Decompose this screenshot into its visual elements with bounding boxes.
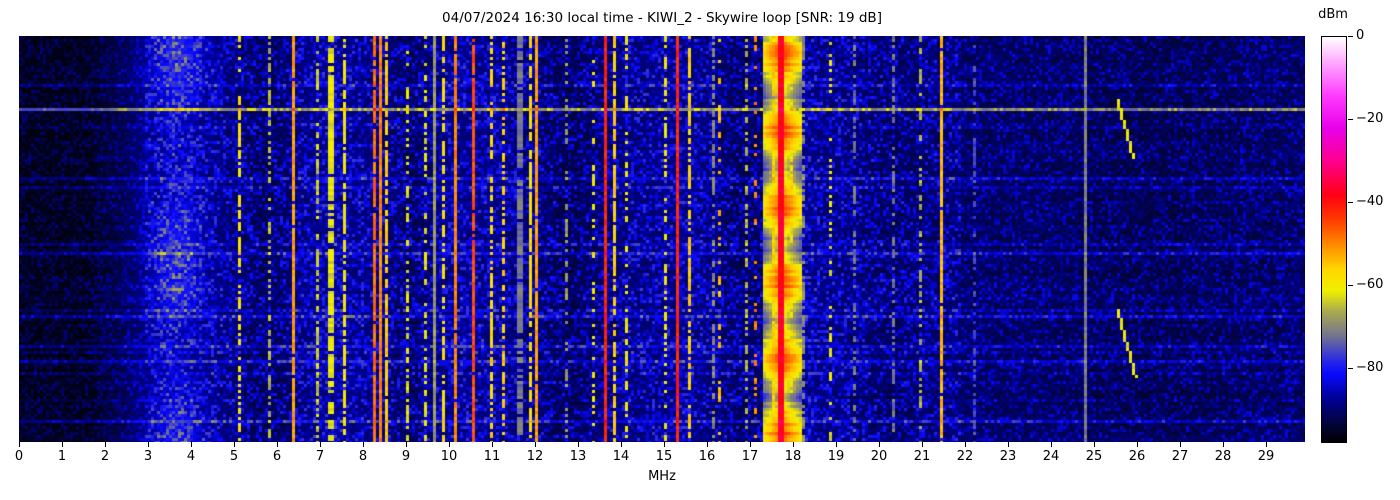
x-tick-mark (879, 442, 880, 447)
x-axis: 0 1 2 3 4 5 6 7 8 9 10 11 12 13 14 15 16 17 18 19 20 21 22 23 24… (15, 442, 1305, 472)
x-tick-label: 17 (741, 449, 759, 464)
x-tick-label: 14 (612, 449, 630, 464)
x-tick-label: 26 (1128, 449, 1146, 464)
colorbar-ticks: 0 −20 −40 −60 −80 (1347, 28, 1397, 441)
x-tick-mark (578, 442, 579, 447)
colorbar-tick-mark (1348, 284, 1353, 286)
x-tick-mark (363, 442, 364, 447)
x-tick-label: 21 (913, 449, 931, 464)
x-tick-label: 8 (358, 449, 368, 464)
x-tick-mark (62, 442, 63, 447)
colorbar-tick-mark (1348, 201, 1353, 203)
x-tick-mark (750, 442, 751, 447)
x-tick-label: 1 (57, 449, 67, 464)
x-tick-mark (965, 442, 966, 447)
colorbar-tick-label: −20 (1356, 110, 1384, 126)
x-tick-label: 10 (440, 449, 458, 464)
x-tick-mark (320, 442, 321, 447)
x-tick-mark (793, 442, 794, 447)
x-tick-mark (234, 442, 235, 447)
x-tick-label: 20 (870, 449, 888, 464)
x-tick-mark (1180, 442, 1181, 447)
colorbar-unit-label: dBm (1318, 7, 1348, 22)
x-tick-label: 2 (100, 449, 110, 464)
x-tick-mark (707, 442, 708, 447)
x-tick-mark (191, 442, 192, 447)
x-tick-mark (1051, 442, 1052, 447)
x-tick-mark (105, 442, 106, 447)
x-tick-mark (922, 442, 923, 447)
colorbar-tick-label: −80 (1356, 359, 1384, 375)
x-tick-mark (277, 442, 278, 447)
x-tick-mark (621, 442, 622, 447)
x-tick-label: 13 (569, 449, 587, 464)
waterfall-canvas (19, 36, 1305, 442)
chart-title: 04/07/2024 16:30 local time - KIWI_2 - S… (442, 10, 882, 26)
x-tick-label: 12 (526, 449, 544, 464)
colorbar-tick-label: −40 (1356, 193, 1384, 209)
x-tick-label: 19 (827, 449, 845, 464)
x-tick-label: 6 (272, 449, 282, 464)
colorbar-tick-mark (1348, 367, 1353, 369)
x-tick-mark (148, 442, 149, 447)
x-tick-mark (1008, 442, 1009, 447)
x-tick-mark (836, 442, 837, 447)
colorbar-tick-label: −60 (1356, 276, 1384, 292)
x-tick-mark (1137, 442, 1138, 447)
x-tick-mark (1266, 442, 1267, 447)
x-tick-mark (664, 442, 665, 447)
colorbar (1321, 36, 1347, 443)
x-tick-label: 27 (1171, 449, 1189, 464)
colorbar-tick-mark (1348, 118, 1353, 120)
x-tick-label: 25 (1085, 449, 1103, 464)
x-tick-label: 4 (186, 449, 196, 464)
x-tick-mark (406, 442, 407, 447)
x-tick-label: 3 (143, 449, 153, 464)
x-tick-label: 9 (401, 449, 411, 464)
x-tick-label: 11 (483, 449, 501, 464)
x-tick-mark (1223, 442, 1224, 447)
x-tick-label: 22 (956, 449, 974, 464)
x-tick-label: 18 (784, 449, 802, 464)
x-tick-label: 15 (655, 449, 673, 464)
x-tick-mark (492, 442, 493, 447)
x-axis-label: MHz (648, 469, 676, 484)
x-tick-label: 5 (229, 449, 239, 464)
x-tick-mark (1094, 442, 1095, 447)
colorbar-tick-label: 0 (1356, 28, 1365, 43)
x-tick-label: 24 (1042, 449, 1060, 464)
x-tick-label: 29 (1257, 449, 1275, 464)
x-tick-label: 0 (14, 449, 24, 464)
x-tick-label: 23 (999, 449, 1017, 464)
x-tick-mark (535, 442, 536, 447)
x-tick-mark (19, 442, 20, 447)
x-tick-label: 28 (1214, 449, 1232, 464)
x-tick-label: 7 (315, 449, 325, 464)
x-tick-mark (449, 442, 450, 447)
x-tick-label: 16 (698, 449, 716, 464)
colorbar-tick-mark (1348, 36, 1353, 37)
